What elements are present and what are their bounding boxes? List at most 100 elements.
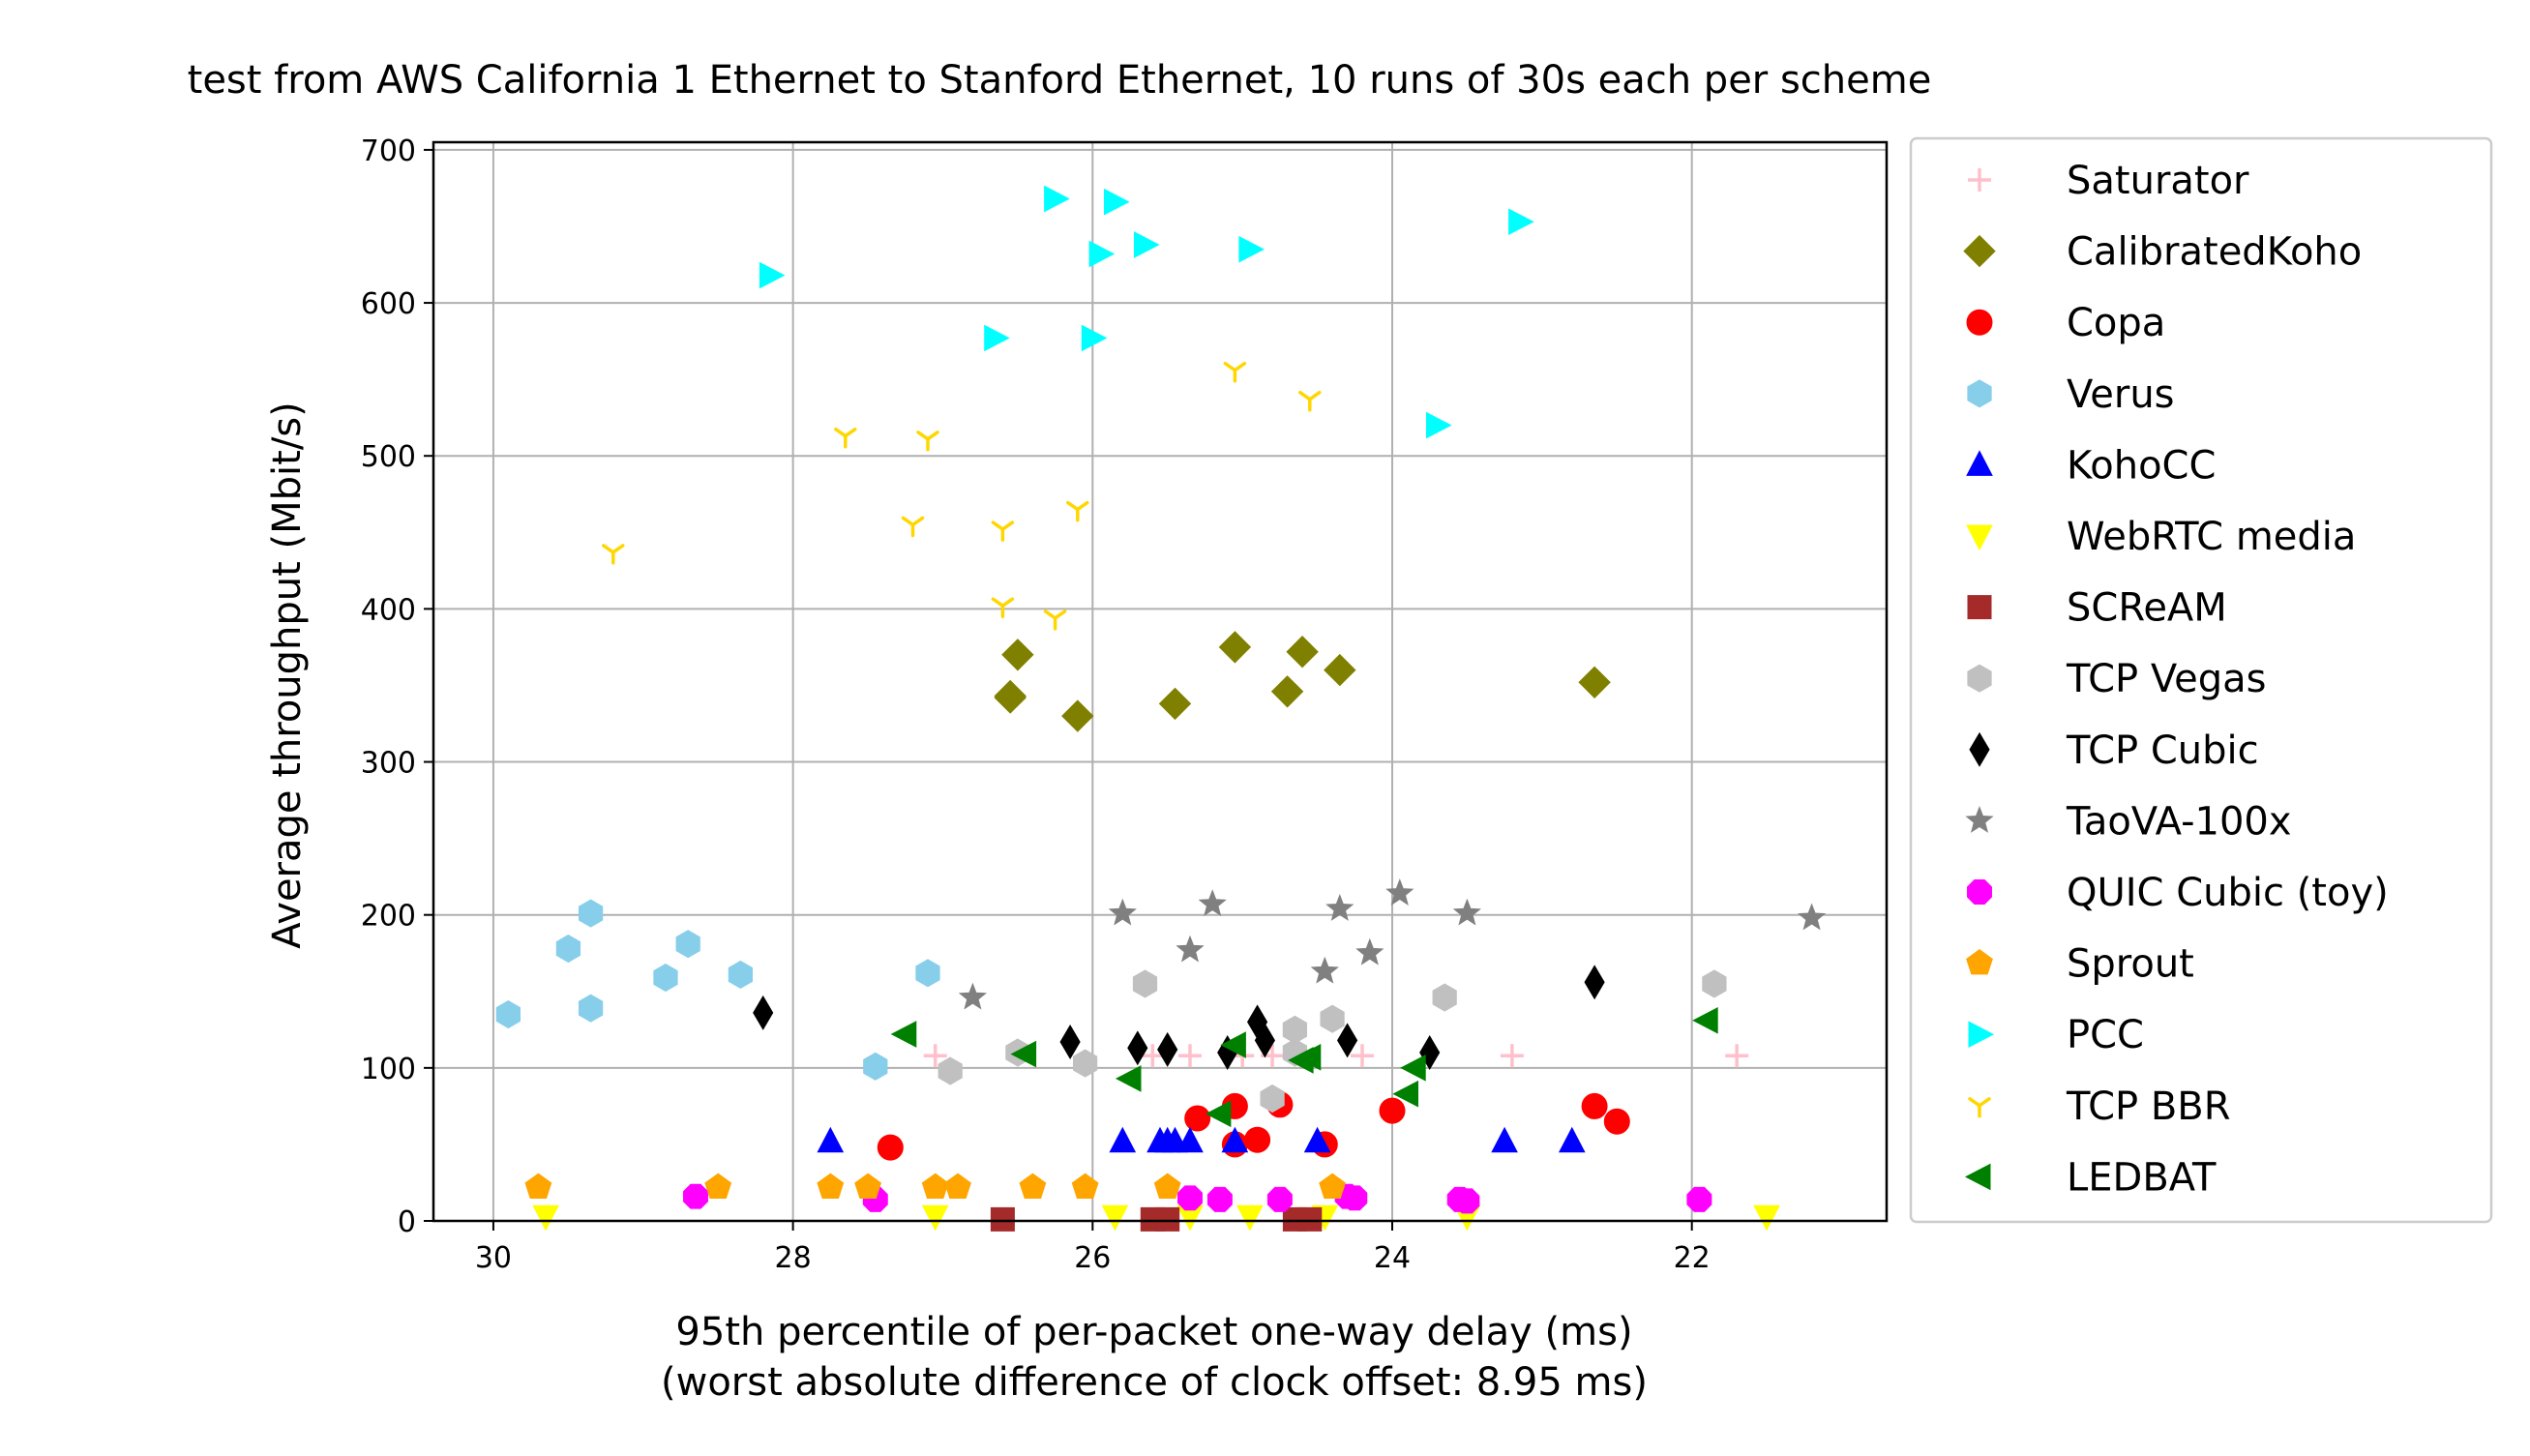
data-point-kohocc <box>1303 1126 1331 1153</box>
data-point-saturator <box>1500 1044 1524 1068</box>
legend-marker-ledbat <box>1964 1163 1991 1191</box>
data-point-sprout <box>1019 1173 1047 1200</box>
data-point-taova-100x <box>1385 878 1414 906</box>
data-point-kohocc <box>1176 1126 1204 1153</box>
data-point-saturator <box>1351 1044 1374 1068</box>
legend-marker-webrtc-media <box>1966 524 1993 551</box>
data-point-tcp-vegas <box>1432 983 1457 1012</box>
legend-entry-calibratedkoho: CalibratedKoho <box>1963 230 2362 275</box>
data-point-webrtc-media <box>532 1204 559 1232</box>
data-point-pcc <box>1044 185 1070 213</box>
data-point-calibratedkoho <box>1218 631 1252 664</box>
data-point-sprout <box>524 1173 552 1200</box>
series-ledbat <box>890 1006 1718 1128</box>
data-point-kohocc <box>1221 1126 1249 1153</box>
data-point-tcp-bbr <box>1066 500 1089 522</box>
legend-entry-ledbat: LEDBAT <box>1964 1155 2217 1200</box>
data-point-copa <box>1603 1108 1630 1135</box>
series-taova-100x <box>958 878 1827 1010</box>
legend-label-sprout: Sprout <box>2067 942 2194 987</box>
legend-label-taova-100x: TaoVA-100x <box>2066 799 2292 844</box>
data-point-tcp-bbr <box>834 427 857 449</box>
data-point-pcc <box>759 261 786 289</box>
data-point-tcp-bbr <box>991 520 1015 542</box>
data-point-tcp-bbr <box>1223 361 1247 383</box>
data-point-pcc <box>1508 208 1534 236</box>
legend-marker-taova-100x <box>1965 806 1994 833</box>
legend-marker-saturator <box>1968 168 1991 192</box>
data-point-verus <box>915 959 940 988</box>
legend-marker-kohocc <box>1966 450 1993 476</box>
x-tick-label: 24 <box>1374 1241 1411 1275</box>
data-point-quic-cubic-toy <box>1206 1186 1233 1212</box>
data-point-tcp-cubic <box>1157 1031 1178 1067</box>
data-point-webrtc-media <box>1753 1204 1780 1232</box>
data-point-verus <box>578 899 604 928</box>
series-pcc <box>759 185 1534 439</box>
legend-label-pcc: PCC <box>2067 1013 2144 1057</box>
data-point-ledbat <box>1205 1100 1232 1128</box>
legend-marker-sprout <box>1966 948 1993 975</box>
data-point-tcp-cubic <box>1254 1023 1275 1058</box>
data-point-tcp-bbr <box>1298 390 1322 412</box>
legend-label-scream: SCReAM <box>2067 586 2227 631</box>
data-point-taova-100x <box>1310 956 1339 984</box>
data-point-scream <box>1155 1206 1180 1232</box>
x-tick-label: 30 <box>475 1241 512 1275</box>
legend-label-ledbat: LEDBAT <box>2067 1155 2217 1200</box>
data-point-ledbat <box>1295 1043 1322 1071</box>
legend-entry-quic-cubic-toy: QUIC Cubic (toy) <box>1967 871 2389 915</box>
data-point-webrtc-media <box>1236 1204 1264 1232</box>
data-point-copa <box>1581 1092 1608 1119</box>
data-point-kohocc <box>1109 1126 1137 1153</box>
legend-marker-scream <box>1967 595 1992 620</box>
legend-entry-verus: Verus <box>1967 372 2175 417</box>
x-axis-label-note: (worst absolute difference of clock offs… <box>661 1360 1648 1405</box>
data-point-taova-100x <box>958 982 988 1010</box>
legend-entry-taova-100x: TaoVA-100x <box>1965 799 2292 844</box>
series-tcp-bbr <box>602 361 1322 631</box>
series-tcp-cubic <box>753 965 1605 1070</box>
legend-entry-copa: Copa <box>1966 301 2165 345</box>
legend-label-tcp-vegas: TCP Vegas <box>2066 657 2266 701</box>
data-point-scream <box>1297 1206 1323 1232</box>
y-tick-label: 500 <box>361 440 416 474</box>
data-point-sprout <box>854 1173 881 1200</box>
legend-label-kohocc: KohoCC <box>2067 443 2216 488</box>
data-point-saturator <box>1725 1044 1749 1068</box>
x-tick-label: 22 <box>1674 1241 1711 1275</box>
data-point-taova-100x <box>1355 937 1384 966</box>
legend-marker-tcp-cubic <box>1969 731 1990 767</box>
data-point-verus <box>728 960 754 989</box>
y-tick-label: 700 <box>361 134 416 168</box>
legend-marker-verus <box>1967 379 1992 408</box>
data-point-calibratedkoho <box>1286 635 1319 669</box>
data-point-sprout <box>1319 1173 1346 1200</box>
data-point-ledbat <box>1220 1031 1246 1058</box>
legend-marker-tcp-vegas <box>1967 664 1992 693</box>
grid <box>433 142 1887 1222</box>
data-point-taova-100x <box>1452 898 1482 926</box>
y-axis-label: Average throughput (Mbit/s) <box>265 401 310 949</box>
y-tick-label: 300 <box>361 747 416 781</box>
data-point-sprout <box>817 1173 845 1200</box>
data-point-saturator <box>1178 1044 1202 1068</box>
y-tick-label: 400 <box>361 593 416 627</box>
data-point-verus <box>495 999 521 1029</box>
data-point-quic-cubic-toy <box>1342 1185 1368 1211</box>
data-point-saturator <box>1141 1044 1165 1068</box>
y-axis-ticks: 0 100 200 300 400 500 600 700 <box>361 134 433 1239</box>
data-point-pcc <box>984 324 1010 352</box>
data-point-copa <box>877 1134 904 1161</box>
series-scream <box>990 1206 1323 1232</box>
data-point-tcp-vegas <box>1260 1084 1285 1114</box>
data-point-quic-cubic-toy <box>1266 1186 1293 1212</box>
data-point-tcp-bbr <box>916 431 939 452</box>
data-point-pcc <box>1134 231 1160 258</box>
data-point-tcp-bbr <box>901 516 925 538</box>
data-point-tcp-vegas <box>1702 969 1727 998</box>
data-point-quic-cubic-toy <box>1454 1188 1480 1214</box>
legend-marker-tcp-bbr <box>1968 1097 1991 1118</box>
data-point-webrtc-media <box>921 1204 949 1232</box>
